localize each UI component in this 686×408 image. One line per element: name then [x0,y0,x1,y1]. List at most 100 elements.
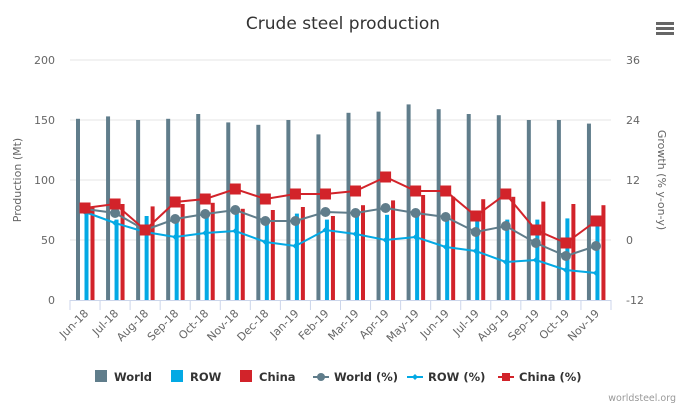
point-china[interactable] [350,185,362,197]
point-china[interactable] [470,210,482,222]
bar-row[interactable] [505,219,510,300]
bar-world[interactable] [526,120,531,300]
bar-world[interactable] [436,109,441,300]
point-row[interactable] [232,228,239,234]
bar-row[interactable] [234,213,239,300]
bar-world[interactable] [196,114,201,300]
point-china[interactable] [109,198,121,210]
legend-item-row[interactable]: ROW (%) [407,370,485,384]
point-china[interactable] [229,183,241,195]
bar-world[interactable] [256,124,261,300]
bar-china[interactable] [511,196,516,300]
legend-item-row[interactable]: ROW [171,370,222,384]
bar-china[interactable] [240,208,245,300]
point-world[interactable] [530,238,541,248]
bar-world[interactable] [556,120,561,300]
bar-china[interactable] [541,201,546,300]
bar-world[interactable] [136,120,141,300]
bar-row[interactable] [324,219,329,300]
bar-row[interactable] [264,222,269,300]
point-row[interactable] [202,230,209,236]
point-china[interactable] [380,171,392,183]
bar-row[interactable] [415,214,420,300]
bar-row[interactable] [114,219,119,300]
bar-row[interactable] [294,213,299,300]
point-row[interactable] [532,257,539,263]
bar-world[interactable] [346,112,351,300]
legend-item-world[interactable]: World [95,370,152,384]
bar-world[interactable] [316,134,321,300]
point-row[interactable] [562,267,569,273]
bar-world[interactable] [586,123,591,300]
point-world[interactable] [410,208,421,218]
point-row[interactable] [262,239,269,245]
point-world[interactable] [200,209,211,219]
bar-row[interactable] [385,214,390,300]
bar-china[interactable] [330,216,335,300]
bar-china[interactable] [571,204,576,300]
point-china[interactable] [199,193,211,205]
point-row[interactable] [502,259,509,265]
point-world[interactable] [320,207,331,217]
point-world[interactable] [260,216,271,226]
bar-world[interactable] [76,118,80,300]
point-world[interactable] [290,216,301,226]
point-row[interactable] [322,227,329,233]
point-world[interactable] [500,221,511,231]
point-world[interactable] [380,203,391,213]
point-row[interactable] [592,270,599,276]
point-china[interactable] [440,185,452,197]
bar-world[interactable] [106,116,111,301]
point-row[interactable] [442,244,449,250]
bar-row[interactable] [355,214,359,300]
bar-china[interactable] [210,202,215,300]
bar-china[interactable] [361,205,365,300]
point-row[interactable] [292,243,299,249]
bar-row[interactable] [174,219,179,300]
bar-china[interactable] [270,210,275,300]
point-world[interactable] [230,205,241,215]
point-china[interactable] [319,188,331,200]
point-china[interactable] [530,224,542,236]
point-world[interactable] [110,208,121,218]
point-row[interactable] [112,220,119,226]
bar-world[interactable] [406,104,411,301]
bar-china[interactable] [90,207,95,300]
bar-row[interactable] [595,223,600,300]
point-china[interactable] [410,185,422,197]
bar-row[interactable] [445,219,450,300]
point-world[interactable] [350,208,361,218]
point-china[interactable] [500,188,512,200]
bar-row[interactable] [84,212,89,300]
point-row[interactable] [172,234,179,240]
point-china[interactable] [259,193,271,205]
point-china[interactable] [590,215,602,227]
bar-china[interactable] [481,199,486,300]
bar-row[interactable] [204,217,209,300]
bar-china[interactable] [601,205,606,300]
point-row[interactable] [472,248,479,254]
credit-link[interactable]: worldsteel.org [608,393,676,404]
legend-item-china[interactable]: China (%) [498,370,582,384]
point-china[interactable] [139,224,151,236]
bar-china[interactable] [300,207,305,300]
point-row[interactable] [352,231,359,237]
bar-china[interactable] [180,204,185,300]
legend-item-world[interactable]: World (%) [313,370,398,384]
point-china[interactable] [79,202,91,214]
bar-world[interactable] [466,114,471,300]
chart-menu-button[interactable] [648,16,676,40]
bar-world[interactable] [286,120,291,300]
bar-china[interactable] [150,206,155,300]
point-row[interactable] [412,234,419,240]
bar-world[interactable] [496,115,501,300]
bar-china[interactable] [120,204,125,300]
bar-world[interactable] [376,111,381,300]
point-world[interactable] [440,212,451,222]
bar-row[interactable] [144,216,149,300]
point-world[interactable] [170,214,181,224]
point-china[interactable] [169,196,181,208]
point-world[interactable] [560,251,571,261]
point-world[interactable] [470,227,481,237]
point-world[interactable] [590,241,601,251]
